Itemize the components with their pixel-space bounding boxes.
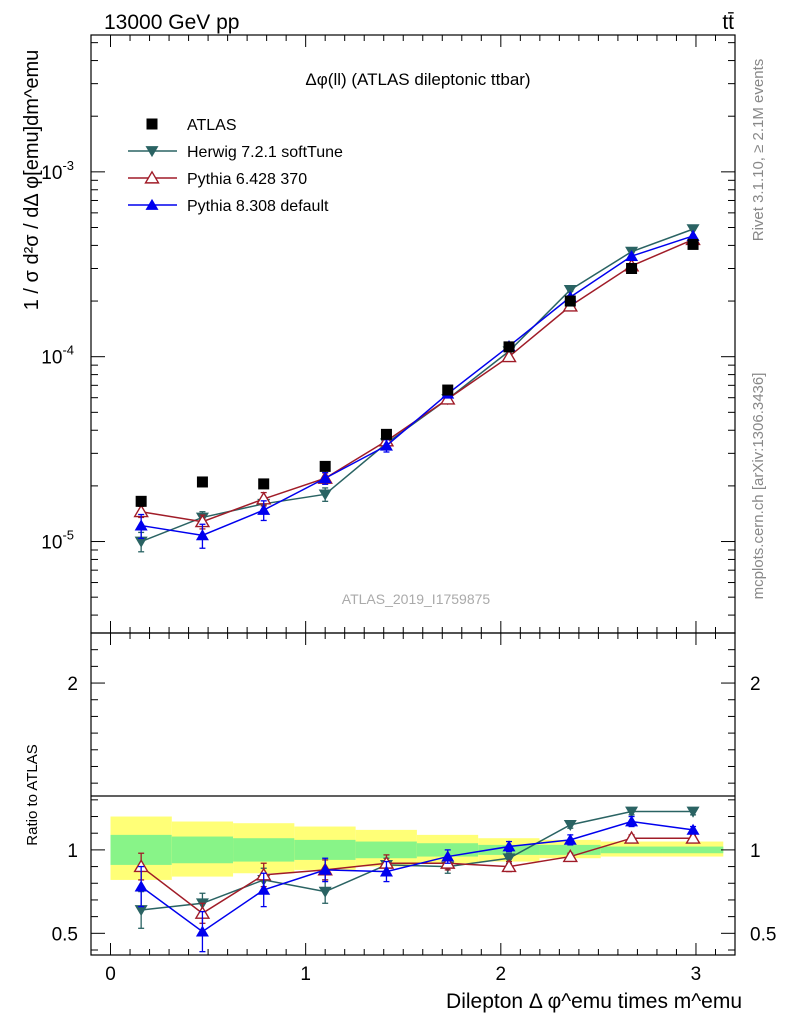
ratio-point-pythia-8-308-default [134, 880, 148, 892]
energy-label: 13000 GeV pp [104, 11, 239, 34]
ratio-band-inner [355, 841, 417, 859]
ratio-panel-frame [90, 632, 736, 956]
series-line-pythia-8-308-default [141, 235, 694, 537]
ratio-y-tick-label: 1 [67, 841, 78, 862]
ratio-point-pythia-8-308-default [379, 865, 393, 877]
ratio-band-inner [294, 839, 356, 860]
main-y-tick-label: 10-3 [41, 158, 74, 184]
data-point-herwig-7-2-1-softtune [318, 489, 332, 501]
ratio-point-pythia-8-308-default [195, 925, 209, 937]
data-point-herwig-7-2-1-softtune [134, 536, 148, 548]
ratio-point-pythia-6-428-370 [685, 830, 701, 844]
mcplots-label: mcplots.cern.ch [arXiv:1306.3436] [750, 373, 767, 600]
ratio-point-pythia-6-428-370 [562, 849, 579, 863]
ratio-point-herwig-7-2-1-softtune [625, 806, 639, 818]
ratio-y-tick-label: 2 [67, 674, 78, 695]
y-axis-label: 1 / σ d²σ / dΔ φ[emu]dm^emu [21, 50, 43, 311]
ratio-series-pythia-8-308-default [134, 815, 700, 953]
data-point-pythia-8-308-default [318, 472, 332, 484]
x-tick-label: 0 [105, 964, 116, 985]
rivet-label: Rivet 3.1.10, ≥ 2.1M events [750, 59, 767, 242]
ratio-band-inner [662, 846, 724, 854]
ratio-point-pythia-8-308-default [563, 833, 577, 845]
series-line-pythia-6-428-370 [141, 238, 694, 523]
main-y-tick-label: 10-4 [41, 343, 74, 369]
ratio-point-pythia-8-308-default [686, 823, 700, 835]
data-point-herwig-7-2-1-softtune [563, 284, 577, 297]
ratio-line-herwig-7-2-1-softtune [141, 810, 694, 911]
series-herwig-7-2-1-softtune [134, 224, 700, 553]
x-axis-label: Dilepton Δ φ^emu times m^emu [446, 990, 742, 1013]
legend-marker-pythia-6-428-370 [144, 170, 160, 184]
legend: ATLAS Herwig 7.2.1 softTune Pythia 6.428 3… [128, 117, 343, 215]
data-point-atlas [442, 384, 454, 396]
series-pythia-6-428-370 [133, 232, 701, 530]
legend-marker-pythia-8-308-default [145, 198, 159, 210]
data-point-herwig-7-2-1-softtune [686, 224, 700, 236]
series-atlas [135, 238, 699, 507]
data-point-pythia-8-308-default [257, 503, 271, 515]
ratio-point-pythia-6-428-370 [501, 859, 517, 873]
ratio-y-tick-label-right: 2 [750, 674, 761, 695]
ratio-band-inner [600, 846, 663, 854]
ratio-point-pythia-8-308-default [318, 863, 332, 875]
ratio-y-tick-label-right: 1 [750, 841, 761, 862]
legend-marker-atlas [146, 118, 158, 130]
ratio-y-axis-label: Ratio to ATLAS [24, 744, 41, 845]
chart-title: Δφ(ll) (ATLAS dileptonic ttbar) [305, 70, 530, 89]
ratio-point-herwig-7-2-1-softtune [563, 819, 577, 832]
data-point-atlas [380, 428, 392, 440]
ratio-point-herwig-7-2-1-softtune [502, 853, 516, 865]
data-point-pythia-8-308-default [134, 519, 148, 531]
ratio-band-inner [233, 838, 295, 862]
ratio-y-tick-label-right: 0.5 [750, 924, 776, 945]
ratio-point-herwig-7-2-1-softtune [134, 905, 148, 917]
legend-marker-herwig-7-2-1-softtune [145, 146, 159, 158]
watermark-label: ATLAS_2019_I1759875 [342, 591, 491, 607]
ratio-point-pythia-8-308-default [502, 840, 516, 852]
data-point-atlas [503, 341, 515, 353]
data-point-pythia-8-308-default [686, 229, 700, 241]
ratio-line-pythia-8-308-default [140, 820, 694, 933]
ratio-point-herwig-7-2-1-softtune [318, 886, 332, 898]
data-point-atlas [687, 238, 699, 250]
data-point-atlas [196, 476, 208, 488]
legend-label-atlas: ATLAS [187, 117, 237, 134]
ratio-point-pythia-8-308-default [625, 815, 639, 827]
ratio-line-pythia-6-428-370 [140, 837, 694, 915]
legend-label-pythia-6-428-370: Pythia 6.428 370 [187, 171, 307, 188]
x-tick-label: 2 [496, 964, 507, 985]
main-panel: 10-5 10-4 10-3 Δφ(ll) (ATLAS dileptonic tt… [21, 34, 736, 634]
process-label: tt̄ [722, 11, 734, 34]
data-point-atlas [258, 478, 270, 490]
data-point-atlas [626, 262, 638, 274]
data-point-atlas [135, 495, 147, 507]
legend-label-herwig-7-2-1-softtune: Herwig 7.2.1 softTune [187, 144, 343, 161]
data-point-atlas [319, 460, 331, 472]
ratio-point-herwig-7-2-1-softtune [686, 806, 700, 818]
x-tick-label: 1 [300, 964, 311, 985]
ratio-point-pythia-8-308-default [257, 883, 271, 895]
legend-label-pythia-8-308-default: Pythia 8.308 default [187, 198, 329, 215]
data-point-pythia-8-308-default [625, 249, 639, 261]
ratio-y-tick-label: 0.5 [52, 924, 78, 945]
ratio-point-pythia-8-308-default [441, 850, 455, 862]
data-point-atlas [564, 295, 576, 307]
data-point-pythia-8-308-default [195, 529, 209, 541]
ratio-panel: Ratio to ATLAS 0.5 0.5 1 1 2 2 0 1 2 3 [24, 632, 776, 985]
ratio-band-inner [171, 836, 234, 864]
main-y-tick-label: 10-5 [41, 528, 74, 554]
series-line-herwig-7-2-1-softtune [140, 228, 694, 543]
x-tick-label: 3 [691, 964, 702, 985]
data-point-pythia-8-308-default [379, 439, 393, 451]
ratio-point-pythia-6-428-370 [623, 830, 640, 844]
data-point-pythia-6-428-370 [501, 349, 517, 363]
